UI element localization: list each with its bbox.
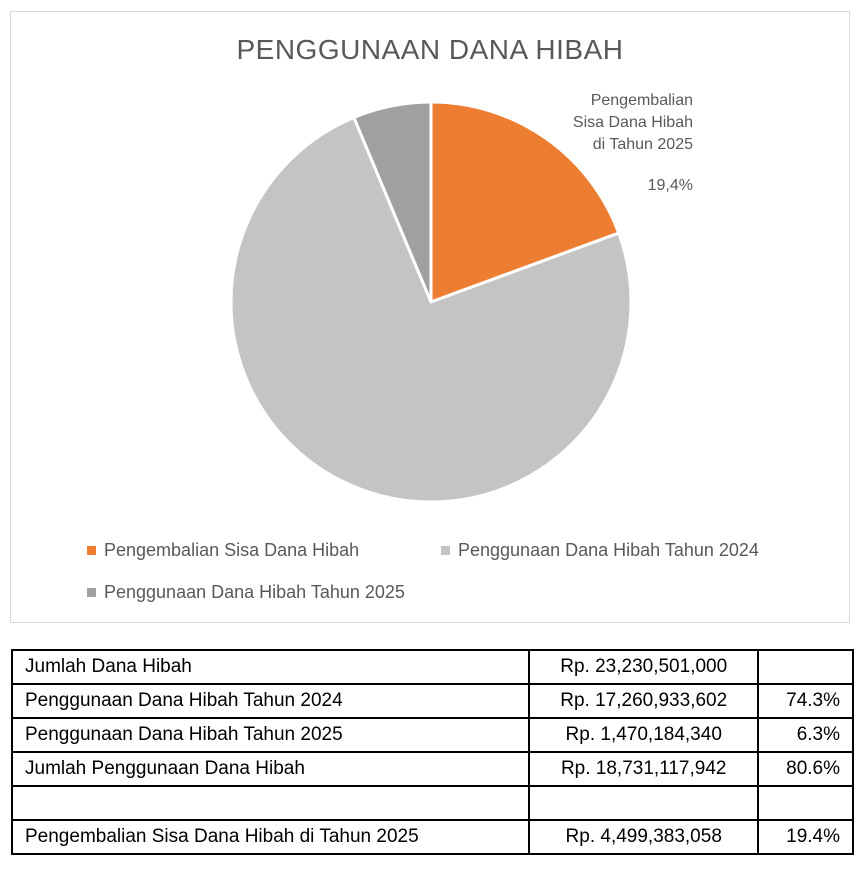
slice-data-label: Pengembalian Sisa Dana Hibah di Tahun 20…	[573, 90, 693, 197]
table-row: Penggunaan Dana Hibah Tahun 2024 Rp. 17,2…	[10, 683, 854, 719]
chart-area: PENGGUNAAN DANA HIBAH Pengembalian Sisa …	[10, 11, 850, 623]
slice-label-line: Sisa Dana Hibah	[572, 114, 693, 131]
row-label: Jumlah Penggunaan Dana Hibah	[10, 751, 531, 787]
slice-label-line: di Tahun 2025	[592, 136, 693, 153]
row-amount: Rp. 17,260,933,602	[528, 683, 760, 719]
row-percent: 80.6%	[757, 751, 854, 787]
row-label: Penggunaan Dana Hibah Tahun 2025	[10, 717, 531, 753]
row-label: Penggunaan Dana Hibah Tahun 2024	[10, 683, 531, 719]
row-percent: 74.3%	[757, 683, 854, 719]
row-amount: Rp. 23,230,501,000	[528, 649, 760, 685]
row-amount: Rp. 1,470,184,340	[528, 717, 760, 753]
row-amount: Rp. 4,499,383,058	[528, 819, 760, 855]
row-amount: Rp. 18,731,117,942	[528, 751, 760, 787]
pie-slice	[352, 100, 433, 304]
table-row: Penggunaan Dana Hibah Tahun 2025 Rp. 1,47…	[10, 717, 854, 753]
legend-item: Pengembalian Sisa Dana Hibah	[87, 540, 359, 561]
pie-chart	[229, 100, 633, 504]
table-row: Pengembalian Sisa Dana Hibah di Tahun 20…	[10, 819, 854, 855]
slice-label-value: 19,4%	[647, 177, 693, 194]
table-row: Jumlah Dana Hibah Rp. 23,230,501,000	[10, 649, 854, 685]
summary-table: Jumlah Dana Hibah Rp. 23,230,501,000 Pengg…	[10, 649, 854, 855]
row-percent	[757, 649, 854, 685]
chart-title: PENGGUNAAN DANA HIBAH	[236, 34, 624, 65]
slice-label-line: Pengembalian	[590, 92, 693, 109]
row-label: Pengembalian Sisa Dana Hibah di Tahun 20…	[10, 819, 531, 855]
legend-item: Penggunaan Dana Hibah Tahun 2025	[87, 582, 405, 603]
table-row: Jumlah Penggunaan Dana Hibah Rp. 18,731,1…	[10, 751, 854, 787]
pie-slice	[429, 100, 621, 304]
row-percent: 6.3%	[757, 717, 854, 753]
row-percent	[757, 785, 854, 821]
table-row	[10, 785, 854, 821]
row-amount	[528, 785, 760, 821]
legend-label: Penggunaan Dana Hibah Tahun 2024	[458, 540, 759, 560]
legend-item: Penggunaan Dana Hibah Tahun 2024	[441, 540, 759, 561]
pie-slice	[229, 115, 633, 504]
legend-label: Penggunaan Dana Hibah Tahun 2025	[104, 582, 405, 602]
row-percent: 19.4%	[757, 819, 854, 855]
row-label	[10, 785, 531, 821]
legend-swatch	[87, 546, 96, 555]
legend-label: Pengembalian Sisa Dana Hibah	[104, 540, 360, 560]
legend-swatch	[441, 546, 450, 555]
legend-swatch	[87, 588, 96, 597]
row-label: Jumlah Dana Hibah	[10, 649, 531, 685]
